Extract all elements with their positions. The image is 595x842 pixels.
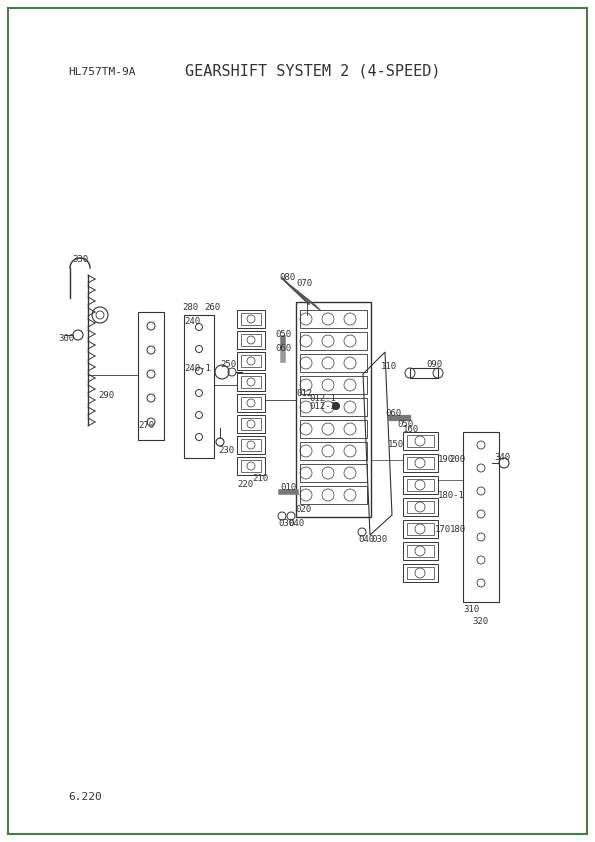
Text: 340: 340 [494,452,510,461]
Text: 030: 030 [278,520,294,529]
Text: 060: 060 [275,344,291,353]
Bar [300,486,367,504]
Text: 250: 250 [220,360,236,369]
Bar [407,545,434,557]
Bar [237,394,265,412]
Bar [241,313,261,325]
Bar [407,457,434,469]
Bar [403,432,438,450]
Bar [300,310,367,328]
Bar [237,352,265,370]
Text: 012-1: 012-1 [309,393,336,402]
Bar [403,564,438,582]
Text: 040: 040 [288,520,304,529]
Text: 080: 080 [279,273,295,281]
Text: 330: 330 [72,255,88,264]
Bar [407,523,434,535]
Text: 220: 220 [237,479,253,488]
Text: 010: 010 [280,482,296,492]
Text: 012-2: 012-2 [309,402,336,411]
Bar [241,418,261,430]
Bar [237,415,265,433]
Bar [407,567,434,579]
Text: 240: 240 [184,317,200,327]
Text: 012: 012 [296,388,312,397]
Bar [241,439,261,451]
Bar [300,354,367,372]
Text: 240-1: 240-1 [184,364,211,372]
Bar [237,373,265,391]
Text: 200: 200 [449,455,465,463]
Text: 6.220: 6.220 [68,792,102,802]
Text: 260: 260 [204,303,220,312]
Bar [407,435,434,447]
Text: 160: 160 [403,424,419,434]
Text: 320: 320 [472,617,488,626]
Bar [237,331,265,349]
Text: HL757TM-9A: HL757TM-9A [68,67,136,77]
Bar [300,332,367,350]
Text: 280: 280 [182,303,198,312]
Bar [300,464,367,482]
Bar [138,312,164,440]
Circle shape [333,402,340,409]
Bar [241,334,261,346]
Bar [300,376,367,394]
Bar [407,479,434,491]
Bar [300,420,367,438]
Text: 190: 190 [438,455,454,463]
Bar [407,501,434,513]
Text: 090: 090 [426,360,442,369]
Bar [237,310,265,328]
Text: 180: 180 [450,525,466,535]
Text: 230: 230 [218,445,234,455]
Text: 310: 310 [463,605,479,615]
Bar [241,376,261,388]
Bar [241,397,261,409]
Text: 070: 070 [296,279,312,287]
Text: GEARSHIFT SYSTEM 2 (4-SPEED): GEARSHIFT SYSTEM 2 (4-SPEED) [185,63,440,78]
Text: 060: 060 [385,408,401,418]
Text: 050: 050 [397,419,413,429]
Bar [410,368,438,378]
Text: 290: 290 [98,391,114,399]
Text: 180-1: 180-1 [438,491,465,499]
Text: 040: 040 [358,536,374,545]
Bar [241,355,261,367]
Bar [296,302,371,517]
Text: 170: 170 [435,525,451,535]
Text: 050: 050 [275,329,291,338]
Text: 210: 210 [252,473,268,482]
Text: 030: 030 [371,536,387,545]
Bar [403,476,438,494]
Bar [403,520,438,538]
Bar [403,498,438,516]
Bar [241,460,261,472]
Bar [463,432,499,602]
Text: 270: 270 [138,420,154,429]
Text: 110: 110 [381,361,397,370]
Bar [300,398,367,416]
Text: 300: 300 [58,333,74,343]
Bar [237,457,265,475]
Bar [237,436,265,454]
Bar [300,442,367,460]
Bar [184,315,214,458]
Bar [403,454,438,472]
Text: 020: 020 [295,505,311,514]
Bar [403,542,438,560]
Text: 150: 150 [388,440,404,449]
